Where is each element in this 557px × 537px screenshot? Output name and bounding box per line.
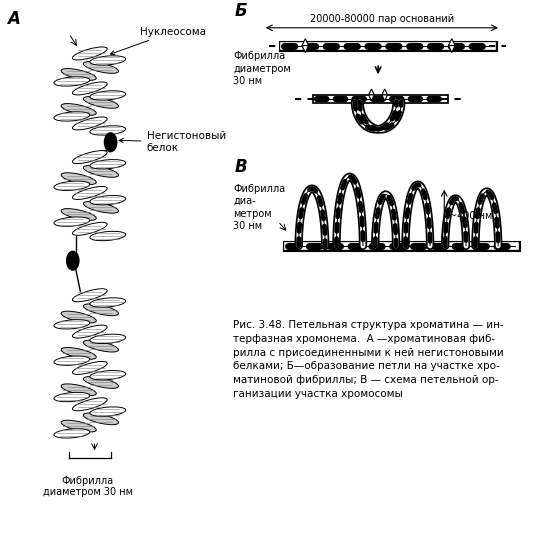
Text: Фибрилла
диа-
метром
30 нм: Фибрилла диа- метром 30 нм bbox=[233, 184, 286, 231]
Ellipse shape bbox=[72, 398, 107, 411]
Text: Рис. 3.48. Петельная структура хроматина — ин-: Рис. 3.48. Петельная структура хроматина… bbox=[233, 320, 504, 330]
Ellipse shape bbox=[72, 82, 107, 95]
Text: терфазная хромонема.  А —хроматиновая фиб-: терфазная хромонема. А —хроматиновая фиб… bbox=[233, 333, 496, 344]
Ellipse shape bbox=[72, 325, 107, 338]
Polygon shape bbox=[369, 89, 374, 95]
Ellipse shape bbox=[54, 181, 90, 191]
Ellipse shape bbox=[84, 376, 119, 388]
Ellipse shape bbox=[90, 231, 126, 241]
Ellipse shape bbox=[61, 69, 96, 81]
Ellipse shape bbox=[72, 222, 107, 235]
Ellipse shape bbox=[84, 201, 119, 213]
Polygon shape bbox=[382, 89, 388, 95]
Ellipse shape bbox=[84, 304, 119, 316]
Ellipse shape bbox=[84, 340, 119, 352]
Polygon shape bbox=[302, 46, 309, 53]
Ellipse shape bbox=[61, 311, 96, 323]
Ellipse shape bbox=[90, 407, 126, 416]
Text: А: А bbox=[8, 10, 21, 28]
Ellipse shape bbox=[105, 133, 117, 151]
Ellipse shape bbox=[90, 126, 126, 135]
Ellipse shape bbox=[54, 393, 90, 402]
Text: рилла с присоединенными к ней негистоновыми: рилла с присоединенными к ней негистонов… bbox=[233, 347, 504, 358]
Polygon shape bbox=[369, 95, 374, 101]
Ellipse shape bbox=[61, 173, 96, 185]
Ellipse shape bbox=[54, 217, 90, 226]
Ellipse shape bbox=[72, 186, 107, 199]
Ellipse shape bbox=[61, 347, 96, 359]
Ellipse shape bbox=[90, 371, 126, 380]
Polygon shape bbox=[382, 95, 388, 101]
Ellipse shape bbox=[90, 91, 126, 100]
Text: Б: Б bbox=[234, 2, 247, 20]
Text: белками; Б—образование петли на участке хро-: белками; Б—образование петли на участке … bbox=[233, 361, 500, 372]
Ellipse shape bbox=[84, 97, 119, 108]
Ellipse shape bbox=[54, 320, 90, 329]
Ellipse shape bbox=[54, 356, 90, 365]
Text: Негистоновый
белок: Негистоновый белок bbox=[119, 132, 226, 153]
Ellipse shape bbox=[72, 150, 107, 164]
Text: матиновой фибриллы; В — схема петельной ор-: матиновой фибриллы; В — схема петельной … bbox=[233, 375, 499, 385]
Ellipse shape bbox=[84, 413, 119, 425]
Text: В: В bbox=[234, 158, 247, 176]
Polygon shape bbox=[448, 46, 455, 53]
Text: ~400 нм: ~400 нм bbox=[449, 211, 492, 221]
Text: 20000-80000 пар оснований: 20000-80000 пар оснований bbox=[310, 14, 454, 24]
Ellipse shape bbox=[54, 429, 90, 438]
Ellipse shape bbox=[61, 384, 96, 396]
Ellipse shape bbox=[72, 289, 107, 302]
Text: ганизации участка хромосомы: ганизации участка хромосомы bbox=[233, 389, 403, 399]
Ellipse shape bbox=[72, 47, 107, 60]
Ellipse shape bbox=[90, 56, 126, 65]
Ellipse shape bbox=[67, 251, 79, 270]
Ellipse shape bbox=[54, 112, 90, 121]
Ellipse shape bbox=[72, 117, 107, 130]
Ellipse shape bbox=[72, 361, 107, 374]
Ellipse shape bbox=[84, 165, 119, 177]
Text: Фибрилла
диаметром
30 нм: Фибрилла диаметром 30 нм bbox=[233, 52, 291, 86]
Ellipse shape bbox=[54, 77, 90, 86]
Ellipse shape bbox=[61, 208, 96, 220]
Ellipse shape bbox=[90, 298, 126, 307]
Ellipse shape bbox=[90, 334, 126, 344]
Ellipse shape bbox=[90, 195, 126, 205]
Ellipse shape bbox=[90, 159, 126, 169]
Polygon shape bbox=[448, 39, 455, 46]
Ellipse shape bbox=[61, 420, 96, 432]
Text: Фибрилла
диаметром 30 нм: Фибрилла диаметром 30 нм bbox=[43, 476, 133, 497]
Ellipse shape bbox=[61, 104, 96, 115]
Text: Нуклеосома: Нуклеосома bbox=[110, 27, 206, 55]
Ellipse shape bbox=[84, 62, 119, 74]
Polygon shape bbox=[302, 39, 309, 46]
